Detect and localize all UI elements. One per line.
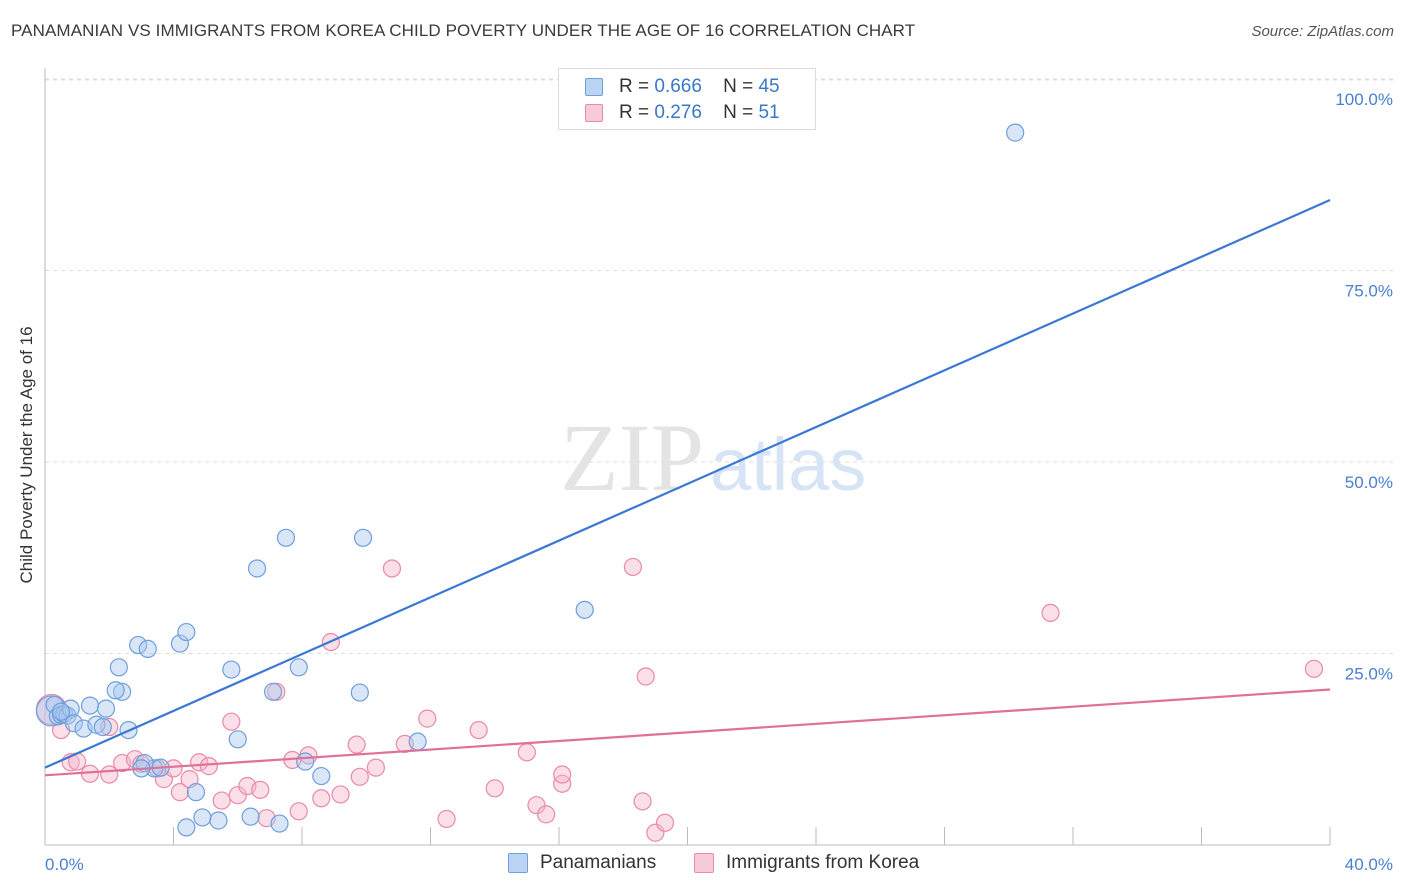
- korea-point: [289, 802, 308, 821]
- korea-point: [636, 667, 655, 686]
- korea-point: [382, 559, 402, 578]
- panamanian-point: [51, 702, 71, 721]
- korea-point: [517, 743, 536, 762]
- x-tick-label: 0.0%: [45, 855, 84, 874]
- panamanian-point: [93, 717, 112, 737]
- panamanian-point: [109, 658, 128, 677]
- panamanian-point: [263, 682, 283, 701]
- korea-point: [485, 779, 504, 798]
- panamanian-point: [289, 658, 308, 677]
- korea-point: [228, 786, 247, 805]
- series-legend: Panamanians Immigrants from Korea: [0, 851, 1406, 877]
- n-label: N =: [723, 76, 754, 97]
- panamanian-point: [80, 696, 100, 715]
- y-tick-label: 25.0%: [1345, 665, 1393, 684]
- korea-point: [1041, 603, 1060, 623]
- panamanian-point: [353, 528, 373, 547]
- panamanian-point: [96, 699, 116, 718]
- panamanian-point: [276, 528, 296, 547]
- panamanian-point: [170, 634, 190, 653]
- korea-point: [125, 750, 145, 769]
- r-label: R =: [619, 102, 650, 123]
- korea-point: [350, 767, 369, 786]
- panamanian-point: [408, 732, 427, 751]
- panamanian-point: [228, 730, 247, 749]
- korea-point: [646, 823, 665, 842]
- panamanian-point: [177, 622, 196, 642]
- source-label: Source: ZipAtlas.com: [1251, 23, 1394, 40]
- panamanian-point: [177, 818, 196, 837]
- trend-lines: [44, 199, 1331, 777]
- korea-point: [633, 792, 652, 811]
- korea-point: [527, 796, 546, 815]
- korea-point: [331, 785, 350, 804]
- korea-trend-line: [44, 688, 1331, 777]
- grid-lines: [45, 78, 1395, 654]
- blue-swatch-icon: [585, 78, 603, 96]
- correlation-legend: R = 0.666 N = 45 R = 0.276 N = 51: [558, 68, 816, 130]
- y-tick-label: 50.0%: [1345, 473, 1393, 492]
- r-label: R =: [619, 76, 650, 97]
- y-tick-label: 100.0%: [1335, 90, 1393, 109]
- panamanian-point: [129, 635, 148, 655]
- tick-labels: 100.0% 75.0% 50.0% 25.0% 0.0% 40.0%: [45, 90, 1393, 874]
- panamanian-point: [106, 681, 125, 700]
- panamanian-point: [296, 752, 315, 771]
- axes: [44, 68, 1331, 846]
- y-axis-label: Child Poverty Under the Age of 16: [17, 326, 36, 584]
- watermark-zip: ZIP: [560, 404, 704, 511]
- korea-point: [347, 735, 366, 754]
- pink-swatch-icon: [694, 853, 714, 873]
- korea-point: [366, 758, 385, 777]
- korea-point: [170, 783, 190, 802]
- legend-label: Immigrants from Korea: [726, 852, 920, 873]
- korea-point: [199, 757, 218, 776]
- panamanian-point: [193, 808, 212, 827]
- korea-point: [655, 813, 675, 832]
- panamanian-point: [222, 660, 241, 679]
- panamanian-point: [112, 682, 132, 701]
- panamanian-trend-line: [44, 199, 1331, 769]
- panamanian-point: [350, 683, 369, 702]
- panamanian-point: [575, 600, 594, 619]
- korea-point: [418, 709, 437, 728]
- korea-point: [212, 791, 231, 810]
- korea-point: [251, 780, 270, 799]
- korea-point: [222, 712, 241, 731]
- legend-label: Panamanians: [540, 852, 657, 873]
- korea-point: [553, 765, 572, 784]
- korea-point: [190, 753, 209, 772]
- r-value: 0.666: [654, 76, 702, 97]
- panamanian-point: [241, 807, 260, 826]
- panamanian-point: [209, 811, 228, 830]
- watermark-atlas: atlas: [710, 423, 866, 506]
- panamanian-point: [312, 766, 331, 786]
- panamanian-point: [138, 639, 157, 659]
- korea-point: [537, 805, 556, 824]
- panamanian-point: [186, 783, 206, 802]
- r-value: 0.276: [654, 102, 702, 123]
- korea-point: [164, 759, 183, 778]
- korea-point: [437, 809, 456, 829]
- chart-title: PANAMANIAN VS IMMIGRANTS FROM KOREA CHIL…: [11, 21, 916, 40]
- panamanian-point: [270, 814, 289, 833]
- panamanian-point: [247, 559, 267, 578]
- n-label: N =: [723, 102, 754, 123]
- korea-point: [553, 774, 572, 793]
- n-value: 45: [758, 76, 780, 97]
- watermark: ZIP atlas: [560, 404, 866, 511]
- korea-point: [1304, 659, 1324, 678]
- korea-point: [312, 789, 331, 808]
- pink-swatch-icon: [585, 104, 603, 122]
- panamanian-point: [64, 714, 84, 733]
- data-points: [35, 123, 1324, 842]
- panamanian-point: [1006, 123, 1025, 142]
- korea-point: [623, 557, 642, 577]
- blue-swatch-icon: [508, 853, 528, 873]
- y-tick-label: 75.0%: [1345, 282, 1393, 301]
- n-value: 51: [758, 102, 780, 123]
- korea-point: [469, 720, 488, 740]
- x-tick-label: 40.0%: [1345, 855, 1393, 874]
